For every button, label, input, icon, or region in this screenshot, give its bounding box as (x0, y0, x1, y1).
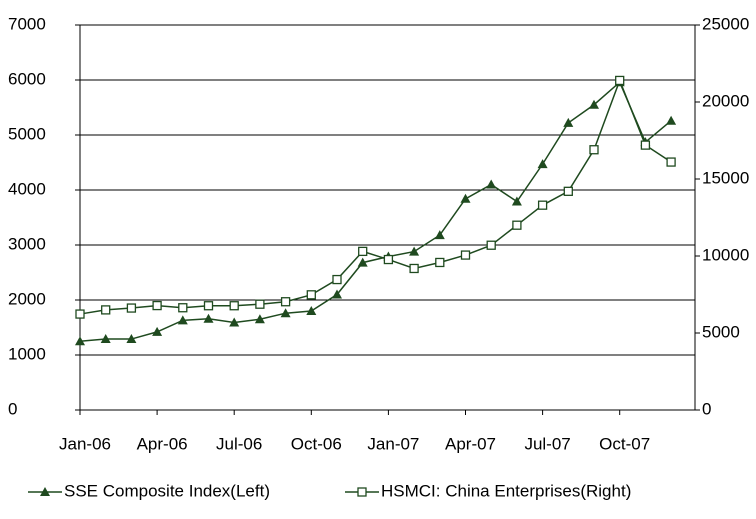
point (589, 99, 599, 109)
y2-tick-label: 25000 (702, 14, 749, 33)
point (306, 290, 316, 300)
x-tick-label: Jan-06 (59, 434, 111, 453)
point (332, 274, 342, 285)
point (615, 75, 625, 86)
point (332, 289, 342, 299)
point (435, 257, 445, 268)
point (434, 230, 445, 240)
point (229, 301, 239, 311)
point (177, 315, 188, 325)
point (178, 303, 188, 313)
x-tick-label: Jul-06 (216, 434, 262, 453)
point (537, 159, 548, 169)
y-tick-label: 0 (8, 399, 17, 418)
x-tick-label: Jul-07 (524, 434, 570, 453)
point (101, 305, 111, 315)
point (409, 246, 420, 256)
point (460, 250, 471, 260)
point (203, 301, 214, 311)
y-tick-label: 4000 (8, 179, 46, 198)
point (358, 246, 368, 257)
point (255, 299, 265, 309)
y2-tick-label: 5000 (702, 322, 740, 341)
point (306, 306, 317, 315)
y2-tick-label: 0 (702, 399, 711, 418)
y-tick-label: 5000 (8, 124, 46, 143)
point (640, 140, 651, 150)
point (666, 115, 677, 125)
point (152, 300, 162, 311)
legend-label: HSMCI: China Enterprises(Right) (381, 481, 631, 500)
x-tick-label: Apr-06 (137, 434, 188, 453)
point (563, 117, 574, 127)
point (152, 326, 163, 336)
legend-marker (357, 487, 367, 497)
legend-label: SSE Composite Index(Left) (64, 481, 270, 500)
series-line (79, 80, 672, 342)
y-tick-label: 3000 (8, 234, 46, 253)
point (229, 317, 240, 327)
series-line (79, 78, 672, 315)
y2-tick-label: 15000 (702, 168, 749, 187)
point (511, 196, 522, 206)
point (254, 314, 265, 324)
point (280, 297, 291, 307)
x-tick-label: Oct-06 (291, 434, 342, 453)
point (126, 303, 137, 313)
point (563, 186, 573, 196)
x-tick-label: Apr-07 (445, 434, 496, 453)
point (589, 145, 599, 155)
y2-tick-label: 10000 (702, 245, 749, 264)
point (383, 254, 394, 265)
point (357, 257, 368, 267)
y2-tick-label: 20000 (702, 91, 749, 110)
y-tick-label: 7000 (8, 14, 46, 33)
point (280, 308, 291, 318)
point (75, 336, 85, 346)
point (486, 179, 497, 189)
point (486, 240, 496, 250)
y-tick-label: 6000 (8, 69, 46, 88)
point (512, 220, 522, 230)
point (100, 334, 111, 344)
point (666, 157, 676, 167)
x-tick-label: Jan-07 (367, 434, 419, 453)
y-tick-label: 2000 (8, 289, 46, 308)
point (409, 263, 419, 274)
point (460, 193, 471, 203)
point (75, 309, 85, 319)
legend-marker (40, 487, 50, 496)
x-tick-label: Oct-07 (599, 434, 650, 453)
point (126, 334, 137, 344)
y-tick-label: 1000 (8, 344, 46, 363)
point (203, 313, 214, 323)
point (537, 200, 548, 210)
